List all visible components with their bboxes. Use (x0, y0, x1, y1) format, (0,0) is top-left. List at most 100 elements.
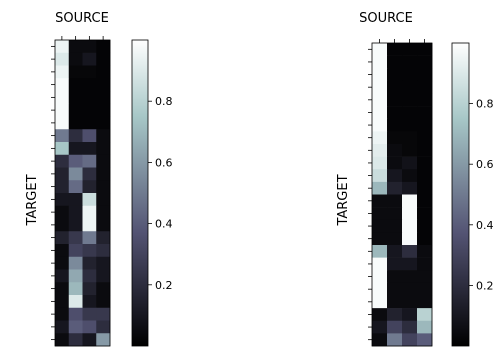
y-ticks (51, 45, 55, 341)
heatmap-cell (82, 65, 97, 79)
heatmap-cell (372, 295, 388, 309)
heatmap-cell (96, 78, 111, 92)
heatmap-cell (417, 270, 433, 284)
heatmap-cell (417, 118, 433, 132)
heatmap-frame (54, 39, 111, 347)
heatmap-cell (402, 156, 418, 170)
heatmap-cells (55, 40, 111, 347)
heatmap-cells (372, 43, 433, 347)
heatmap-cell (417, 106, 433, 120)
heatmap-cell (82, 218, 97, 232)
heatmap-cell (372, 80, 388, 94)
heatmap-cell (68, 142, 83, 156)
heatmap-cell (372, 131, 388, 145)
x-axis-label: SOURCE (359, 11, 413, 26)
heatmap-cell (387, 295, 403, 309)
heatmap-cell (96, 333, 111, 347)
heatmap-cell (387, 93, 403, 107)
heatmap-cell (372, 156, 388, 170)
heatmap-cell (82, 282, 97, 296)
heatmap-cell (82, 78, 97, 92)
heatmap-cell (68, 307, 83, 321)
heatmap-cell (82, 244, 97, 258)
heatmap-cell (55, 193, 70, 207)
heatmap-cell (387, 333, 403, 347)
heatmap-cell (96, 52, 111, 66)
heatmap-cell (55, 167, 70, 181)
heatmap-cell (372, 93, 388, 107)
heatmap-cell (387, 55, 403, 69)
heatmap-cell (82, 180, 97, 194)
heatmap-cell (402, 169, 418, 183)
heatmap-cell (55, 295, 70, 309)
heatmap-cell (372, 333, 388, 347)
heatmap-cell (68, 282, 83, 296)
heatmap-cell (68, 269, 83, 283)
heatmap-cell (55, 154, 70, 168)
colorbar (451, 42, 470, 347)
heatmap-cell (96, 65, 111, 79)
heatmap-cell (55, 142, 70, 156)
heatmap-cell (96, 154, 111, 168)
heatmap-cell (68, 333, 83, 347)
heatmap-cell (96, 205, 111, 219)
heatmap-cell (402, 295, 418, 309)
heatmap-cell (372, 270, 388, 284)
heatmap-frame (371, 42, 433, 347)
heatmap-cell (82, 256, 97, 270)
heatmap-cell (417, 43, 433, 56)
heatmap-cell (417, 156, 433, 170)
heatmap-cell (68, 180, 83, 194)
heatmap-cell (82, 205, 97, 219)
heatmap-cell (68, 154, 83, 168)
colorbar (131, 39, 149, 347)
heatmap-cell (82, 91, 97, 105)
y-ticks (368, 48, 372, 341)
heatmap-cell (402, 131, 418, 145)
heatmap-cell (96, 320, 111, 334)
heatmap-cell (68, 320, 83, 334)
heatmap-cell (417, 181, 433, 195)
heatmap-cell (402, 68, 418, 82)
heatmap-cell (55, 129, 70, 143)
heatmap-cell (96, 256, 111, 270)
heatmap-cell (387, 308, 403, 322)
heatmap-cell (417, 131, 433, 145)
heatmap-cell (82, 295, 97, 309)
heatmap-cell (387, 169, 403, 183)
colorbar-tick-label: 0.4 (155, 218, 173, 231)
heatmap-cell (96, 40, 111, 54)
heatmap-cell (387, 43, 403, 56)
heatmap-cell (55, 218, 70, 232)
heatmap-cell (387, 219, 403, 233)
heatmap-cell (96, 244, 111, 258)
heatmap-cell (68, 256, 83, 270)
heatmap-cell (402, 257, 418, 271)
colorbar-ticks: 0.2 0.4 0.6 0.8 (148, 95, 173, 292)
heatmap-cell (96, 116, 111, 130)
heatmap-cell (82, 129, 97, 143)
heatmap-cell (55, 40, 70, 54)
heatmap-cell (82, 116, 97, 130)
heatmap-cell (417, 295, 433, 309)
heatmap-cell (55, 320, 70, 334)
heatmap-cell (68, 40, 83, 54)
heatmap-cell (372, 308, 388, 322)
heatmap-cell (417, 144, 433, 157)
heatmap-cell (82, 142, 97, 156)
heatmap-cell (96, 231, 111, 245)
heatmap-cell (402, 308, 418, 322)
heatmap-cell (417, 245, 433, 258)
heatmap-cell (68, 244, 83, 258)
heatmap-cell (402, 194, 418, 208)
heatmap-cell (96, 269, 111, 283)
heatmap-cell (96, 180, 111, 194)
heatmap-cell (417, 320, 433, 334)
heatmap-cell (96, 167, 111, 181)
heatmap-cell (82, 320, 97, 334)
heatmap-cell (402, 55, 418, 69)
heatmap-cell (402, 320, 418, 334)
heatmap-cell (387, 320, 403, 334)
heatmap-cell (417, 93, 433, 107)
heatmap-cell (402, 219, 418, 233)
